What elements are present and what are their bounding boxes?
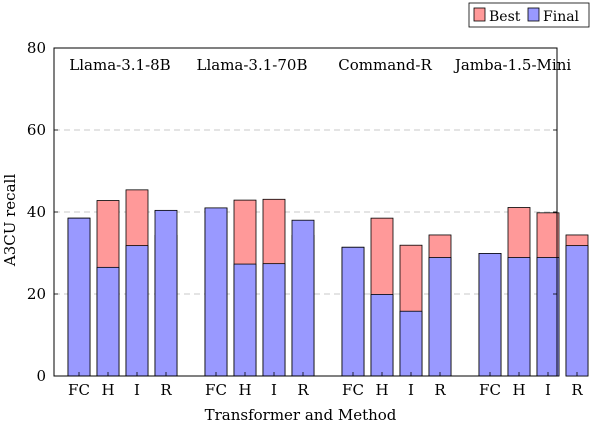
bar-final [478,253,502,377]
bar-final [428,257,452,377]
bar-final [154,209,178,377]
bar-final [536,257,560,377]
bar-final [399,310,423,377]
legend-swatch-best [473,7,486,22]
bars [67,189,589,377]
x-tick-label: FC [479,381,501,399]
x-tick-label: FC [342,381,364,399]
labels: FC H I R Llama-3.1-8B FC H I R Llama-3.1-70B FC H I R… [1,39,583,422]
legend-label-best: Best [489,9,521,25]
bar-final [507,257,531,377]
bar-final [291,219,315,377]
x-tick-label: H [512,381,525,399]
y-tick-label: 20 [27,285,46,303]
bar-final [67,217,91,377]
bar-final [204,207,228,377]
axes [53,47,578,377]
x-tick-label: R [160,381,172,399]
bar-final [370,294,394,377]
bar-final [262,263,286,377]
x-tick-label: H [101,381,114,399]
x-tick-label: I [271,381,277,399]
model-label: Llama-3.1-70B [197,56,308,74]
x-tick-label: R [434,381,446,399]
y-tick-label: 0 [36,367,46,385]
model-label: Llama-3.1-8B [69,56,170,74]
bar-final [96,266,120,377]
bar-final [565,245,589,377]
x-tick-label: FC [68,381,90,399]
y-tick-label: 80 [27,39,46,57]
model-label: Command-R [338,56,432,74]
y-axis-title: A3CU recall [1,174,19,267]
x-tick-label: I [408,381,414,399]
x-tick-label: I [134,381,140,399]
bar-final [233,263,257,377]
x-axis-title: Transformer and Method [205,406,397,422]
x-tick-label: I [545,381,551,399]
bar-final [341,246,365,377]
x-tick-label: H [238,381,251,399]
model-label: Jamba-1.5-Mini [453,56,572,74]
x-tick-label: R [297,381,309,399]
bar-final [125,245,149,377]
y-tick-label: 60 [27,121,46,139]
x-tick-label: FC [205,381,227,399]
legend: Best Final [468,2,590,28]
x-tick-label: H [375,381,388,399]
x-tick-label: R [571,381,583,399]
legend-swatch-final [527,7,540,22]
y-tick-label: 40 [27,203,46,221]
legend-label-final: Final [543,9,580,25]
